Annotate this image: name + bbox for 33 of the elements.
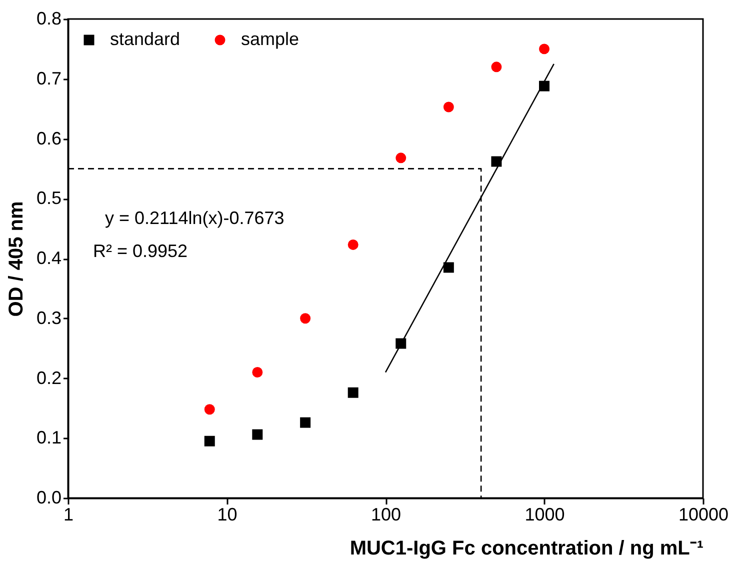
y-tick-label: 0.6 [36,128,62,148]
x-tick-label: 10000 [678,504,729,524]
point [539,44,550,54]
point [300,417,311,428]
point [252,429,263,440]
point [443,102,454,112]
legend-label: sample [241,29,300,49]
point [348,239,358,250]
annotation: R² = 0.9952 [93,241,188,261]
point [396,152,406,164]
y-tick-label: 0.7 [36,68,62,88]
x-tick-label: 10 [217,504,238,524]
point [443,262,454,273]
y-axis-title: OD / 405 nm [5,201,28,317]
x-tick-label: 1 [63,504,74,524]
point [252,367,263,378]
y-tick-label: 0.4 [36,248,62,268]
point [300,313,311,324]
x-tick-label: 100 [370,504,402,524]
y-tick-label: 0.0 [36,488,62,508]
point [348,387,358,398]
x-tick-label: 1000 [524,504,565,524]
x-axis-title: MUC1-IgG Fc concentration / ng mL⁻¹ [350,538,704,560]
y-tick-label: 0.8 [36,8,62,28]
point [204,436,215,446]
y-tick-label: 0.1 [36,428,62,448]
y-tick-label: 0.2 [36,368,62,388]
point [491,62,502,72]
annotation: y = 0.2114ln(x)-0.7673 [105,208,284,228]
point [204,404,215,415]
y-tick-label: 0.3 [36,308,62,328]
y-tick-label: 0.5 [36,188,62,208]
legend-label: standard [110,29,180,49]
